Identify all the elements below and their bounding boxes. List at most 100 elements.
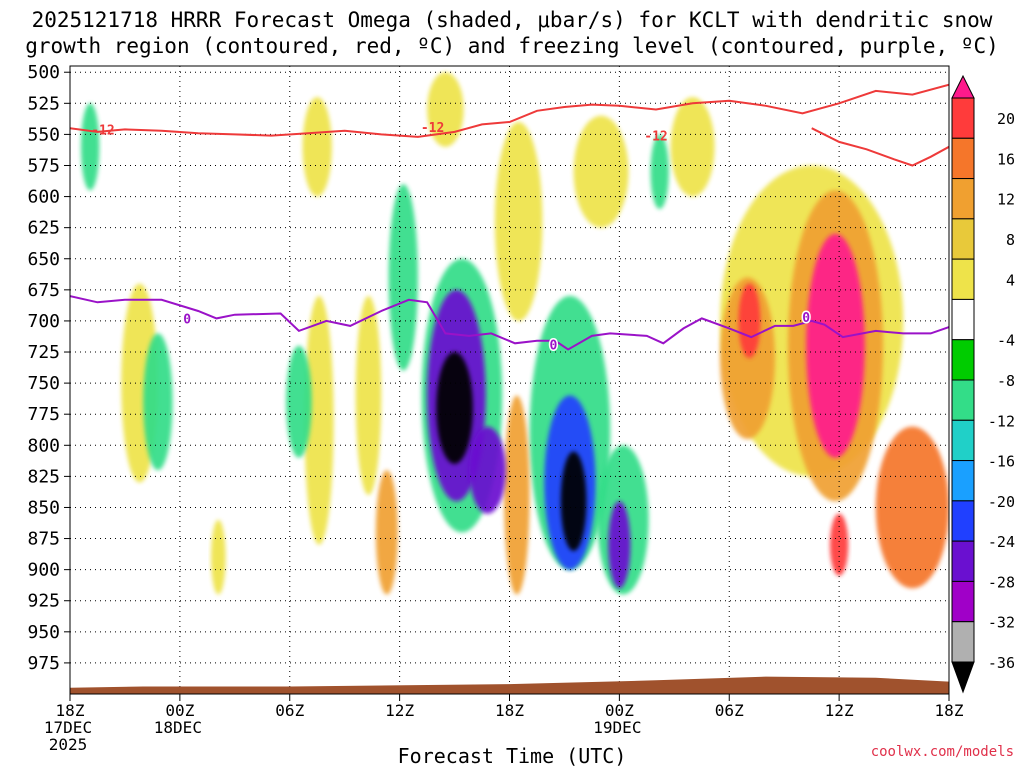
omega-cell-29: [608, 501, 631, 589]
colorbar-band-0: [951, 97, 975, 139]
y-tick-label-675: 675: [27, 280, 60, 301]
dgz-label-2: -12: [644, 130, 667, 145]
y-tick-label-600: 600: [27, 187, 60, 208]
colorbar-label-9: -20: [988, 493, 1015, 511]
colorbar: 20 16 12 8 4 -4 -8 -12 -16 -20 -24 -28 -32 -36: [951, 74, 1015, 694]
dgz-upper-contour: [70, 83, 949, 138]
x-tick-label-7-0: 12Z: [825, 701, 854, 720]
omega-cell-1: [355, 296, 382, 496]
colorbar-label-2: 12: [997, 191, 1015, 209]
terrain-fill: [70, 676, 949, 694]
omega-cell-8: [211, 519, 226, 595]
dgz-label-0: -12: [91, 123, 114, 138]
x-tick-label-1-0: 00Z: [165, 701, 194, 720]
terrain: [70, 676, 949, 694]
omega-cell-4: [670, 97, 715, 197]
colorbar-label-11: -28: [988, 573, 1015, 591]
omega-cell-23: [738, 283, 761, 359]
colorbar-bottom-arrow: [951, 661, 975, 694]
y-tick-label-650: 650: [27, 249, 60, 270]
x-tick-label-4-0: 18Z: [495, 701, 524, 720]
y-tick-label-700: 700: [27, 311, 60, 332]
x-tick-label-3-0: 12Z: [385, 701, 414, 720]
contour-lines: -12 -12 -12 0 0 0: [70, 83, 949, 355]
x-tick-label-0-1: 17DEC: [44, 718, 92, 737]
y-tick-label-800: 800: [27, 435, 60, 456]
colorbar-label-1: 16: [997, 150, 1015, 168]
colorbar-band-3: [951, 218, 975, 260]
freezing-label-1: 0: [550, 339, 558, 354]
y-tick-label-825: 825: [27, 466, 60, 487]
y-tick-label-500: 500: [27, 62, 60, 83]
colorbar-label-4: 4: [1006, 271, 1015, 289]
colorbar-band-11: [951, 540, 975, 582]
colorbar-label-8: -16: [988, 453, 1015, 471]
omega-cell-20: [504, 395, 530, 595]
colorbar-band-8: [951, 419, 975, 462]
y-tick-label-625: 625: [27, 218, 60, 239]
colorbar-label-10: -24: [988, 533, 1015, 551]
colorbar-label-7: -12: [988, 412, 1015, 430]
omega-cell-5: [573, 115, 629, 228]
y-tick-label-575: 575: [27, 155, 60, 176]
colorbar-label-0: 20: [997, 110, 1015, 128]
x-axis-title: Forecast Time (UTC): [397, 744, 627, 768]
colorbar-label-3: 8: [1006, 231, 1015, 249]
omega-cell-30: [436, 352, 473, 464]
credit-link[interactable]: coolwx.com/models: [870, 744, 1014, 760]
y-tick-label-900: 900: [27, 560, 60, 581]
omega-cell-17: [286, 345, 312, 458]
omega-cell-22: [875, 426, 949, 589]
chart-title-line-1: 2025121718 HRRR Forecast Omega (shaded, …: [31, 8, 993, 32]
x-tick-label-8-0: 18Z: [935, 701, 964, 720]
omega-cell-19: [388, 184, 418, 371]
chart-title-line-2: growth region (contoured, red, ºC) and f…: [25, 34, 999, 58]
freezing-label-0: 0: [183, 312, 191, 327]
y-tick-label-850: 850: [27, 497, 60, 518]
x-tick-label-5-0: 00Z: [605, 701, 634, 720]
x-tick-label-2-0: 06Z: [275, 701, 304, 720]
y-tick-label-775: 775: [27, 404, 60, 425]
y-tick-label-550: 550: [27, 124, 60, 145]
axes: 500 525 550 575 600 625 650 675 700 725 750 775 800 8…: [27, 62, 963, 754]
y-tick-label-750: 750: [27, 373, 60, 394]
plot-frame: [69, 65, 950, 695]
omega-cell-14: [720, 277, 776, 440]
colorbar-band-5: [951, 298, 975, 341]
x-tick-label-0-0: 18Z: [56, 701, 85, 720]
y-tick-label-950: 950: [27, 622, 60, 643]
x-tick-label-0-2: 2025: [49, 735, 88, 754]
x-tick-label-6-0: 06Z: [715, 701, 744, 720]
colorbar-band-6: [951, 339, 975, 381]
x-tick-label-5-1: 19DEC: [593, 718, 641, 737]
colorbar-label-6: -8: [997, 372, 1015, 390]
colorbar-label-13: -36: [988, 654, 1015, 672]
colorbar-label-12: -32: [988, 614, 1015, 632]
colorbar-band-7: [951, 379, 975, 421]
omega-cell-18: [650, 134, 669, 210]
colorbar-band-13: [951, 621, 975, 663]
colorbar-band-4: [951, 258, 975, 300]
colorbar-band-10: [951, 500, 975, 542]
omega-cell-6: [427, 72, 464, 147]
omega-cell-3: [494, 121, 543, 321]
omega-cell-31: [560, 451, 587, 551]
omega-cell-15: [143, 333, 173, 471]
y-tick-label-975: 975: [27, 653, 60, 674]
colorbar-label-5: -4: [997, 332, 1015, 350]
y-tick-label-525: 525: [27, 93, 60, 114]
y-tick-label-925: 925: [27, 591, 60, 612]
omega-cell-16: [80, 103, 100, 191]
colorbar-band-12: [951, 580, 975, 623]
freezing-level-contour: [70, 295, 949, 351]
freezing-label-2: 0: [802, 311, 810, 326]
omega-cell-28: [469, 426, 506, 514]
omega-cell-21: [375, 470, 398, 595]
omega-cell-24: [829, 513, 849, 576]
omega-shading: [80, 72, 949, 595]
omega-cell-2: [304, 296, 334, 545]
y-tick-label-875: 875: [27, 529, 60, 550]
y-tick-label-725: 725: [27, 342, 60, 363]
omega-cell-7: [302, 97, 332, 197]
